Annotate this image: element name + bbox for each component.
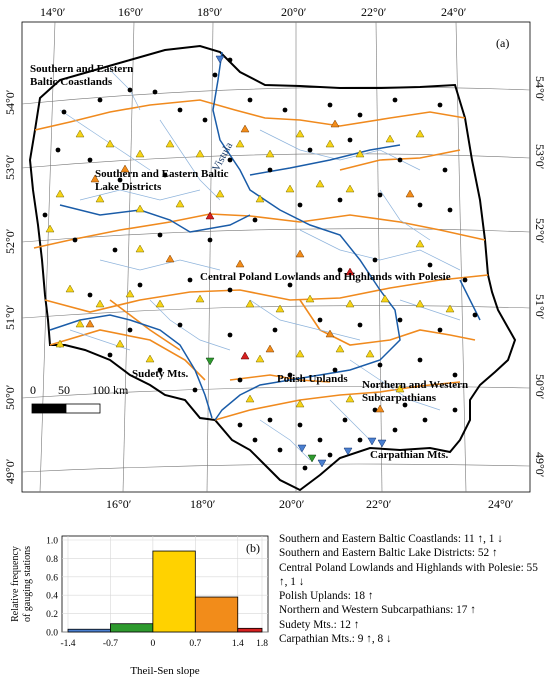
graticule [21,21,531,493]
region-label-baltic-coastlands: Southern and Eastern [30,63,133,75]
svg-text:49°0′: 49°0′ [3,458,17,484]
scale-bar: 0 50 100 km [30,383,129,414]
svg-text:18°0′: 18°0′ [190,497,216,511]
poland-border [28,44,517,492]
legend-item: Northern and Western Subcarpathians: 17 … [279,604,476,617]
region-label-polish-uplands: Polish Uplands [277,373,348,385]
region-label-subcarpathians: Northern and Western [362,379,468,391]
svg-text:53°0′: 53°0′ [533,144,547,170]
histogram-y-ticks: 0.0 0.2 0.4 0.6 0.8 1.0 [46,537,58,639]
legend-item: Southern and Eastern Baltic Coastlands: … [279,533,503,545]
lon-ticks-top: 14°0′ 16°0′ 18°0′ 20°0′ 22°0′ 24°0′ [40,5,467,19]
positive-high-stations [205,211,355,360]
svg-text:51°0′: 51°0′ [533,294,547,320]
y-tick-label: 1.0 [46,537,58,547]
negative-high-stations [215,55,387,468]
region-trend-legend: Southern and Eastern Baltic Coastlands: … [279,532,547,646]
svg-text:50°0′: 50°0′ [533,374,547,400]
x-tick-label: 1.4 [232,639,244,649]
svg-text:20°0′: 20°0′ [279,497,305,511]
positive-mid-stations [85,119,415,413]
svg-text:16°0′: 16°0′ [106,497,132,511]
svg-text:100 km: 100 km [92,383,129,397]
svg-text:22°0′: 22°0′ [361,5,387,19]
region-label-carpathian: Carpathian Mts. [370,449,448,461]
svg-text:52°0′: 52°0′ [533,218,547,244]
vistula-river [212,51,401,421]
x-tick-label: -0.7 [103,639,118,649]
svg-text:22°0′: 22°0′ [366,497,392,511]
region-boundaries [33,99,489,421]
histogram-bar [67,628,111,633]
histogram-bar [237,627,263,633]
lat-ticks-right: 54°0′ 53°0′ 52°0′ 51°0′ 50°0′ 49°0′ [533,76,547,478]
histogram-ylabel-1: Relative frequency [10,546,21,622]
svg-text:0: 0 [30,383,36,397]
histogram-bar [110,623,154,633]
legend-item: Sudety Mts.: 12 ↑ [279,618,360,631]
histogram-xlabel: Theil-Sen slope [130,665,199,677]
map-frame [21,21,531,493]
histogram-x-ticks: -1.4 -0.7 0 0.7 1.4 1.8 [60,639,268,649]
svg-text:14°0′: 14°0′ [40,5,66,19]
svg-text:24°0′: 24°0′ [488,497,514,511]
svg-text:53°0′: 53°0′ [3,154,17,180]
svg-text:50: 50 [58,383,70,397]
region-label-baltic-coastlands-2: Baltic Coastlands [30,76,113,88]
histogram-bar [194,596,239,633]
legend-item: Carpathian Mts.: 9 ↑, 8 ↓ [279,633,392,646]
y-tick-label: 0.0 [46,629,58,639]
legend-item: Polish Uplands: 18 ↑ [279,590,374,603]
svg-text:52°0′: 52°0′ [3,228,17,254]
histogram-panel: 0.0 0.2 0.4 0.6 0.8 1.0 -1.4 -0.7 0 0.7 1.4 1.8 (b… [10,535,269,677]
svg-text:54°0′: 54°0′ [533,76,547,102]
histogram-bars [67,550,263,633]
y-tick-label: 0.4 [46,592,58,602]
histogram-bar [152,550,196,633]
x-tick-label: -1.4 [60,639,75,649]
x-tick-label: 1.8 [256,639,268,649]
svg-text:16°0′: 16°0′ [118,5,144,19]
positive-low-stations [45,129,455,408]
map-panel: Vistula Southern and Eastern Baltic Coas… [3,5,547,511]
legend-item: Central Poland Lowlands and Highlands wi… [279,561,538,588]
x-tick-label: 0.7 [189,639,201,649]
svg-text:50°0′: 50°0′ [3,384,17,410]
region-label-subcarpathians-2: Subcarpathians [362,392,437,404]
legend-item: Southern and Eastern Baltic Lake Distric… [279,547,498,560]
region-label-lake-districts-2: Lake Districts [95,181,162,193]
svg-text:20°0′: 20°0′ [281,5,307,19]
svg-text:49°0′: 49°0′ [533,452,547,478]
svg-text:51°0′: 51°0′ [3,304,17,330]
region-label-sudety: Sudety Mts. [132,368,188,380]
y-tick-label: 0.6 [46,573,58,583]
svg-text:18°0′: 18°0′ [197,5,223,19]
x-tick-label: 0 [151,639,156,649]
lat-ticks-left: 54°0′ 53°0′ 52°0′ 51°0′ 50°0′ 49°0′ [3,89,17,484]
y-tick-label: 0.8 [46,555,58,565]
region-label-central-poland: Central Poland Lowlands and Highlands wi… [200,271,451,283]
histogram-ylabel-2: of gauging stations [22,546,33,622]
histogram-panel-label: (b) [246,541,260,555]
svg-text:54°0′: 54°0′ [3,89,17,115]
negative-low-stations [205,357,317,463]
svg-text:24°0′: 24°0′ [441,5,467,19]
lon-ticks-bottom: 16°0′ 18°0′ 20°0′ 22°0′ 24°0′ [106,497,514,511]
map-panel-label: (a) [496,36,509,50]
y-tick-label: 0.2 [46,610,58,620]
major-rivers [49,51,481,421]
region-label-lake-districts: Southern and Eastern Baltic [95,168,229,180]
